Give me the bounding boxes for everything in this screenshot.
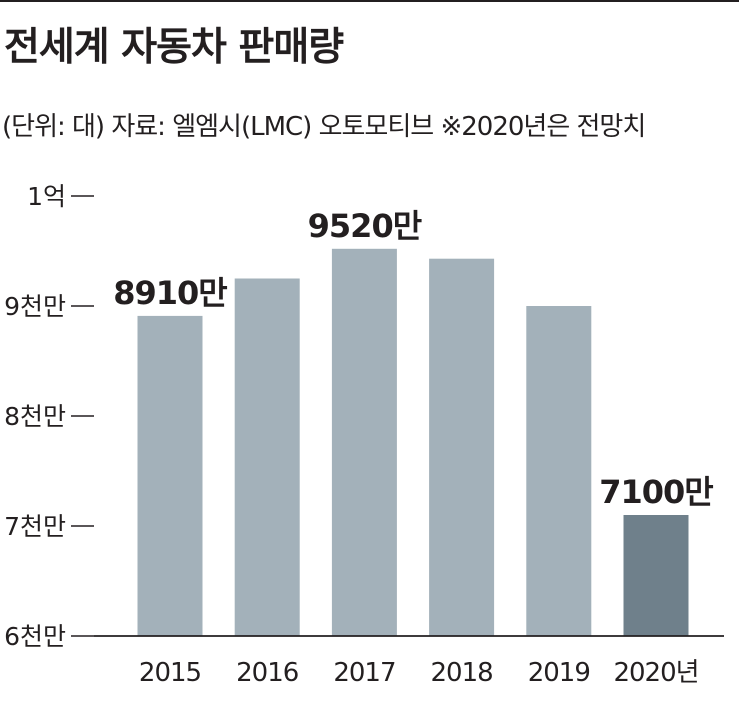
x-tick-label: 2015 — [139, 658, 201, 688]
x-tick-label: 2017 — [333, 658, 395, 688]
bar-2019 — [526, 306, 592, 636]
bar-2017 — [331, 248, 397, 637]
y-tick-label: 6천만 — [4, 622, 66, 651]
y-tick-label: 9천만 — [4, 292, 66, 321]
y-tick-label: 8천만 — [4, 402, 66, 431]
top-rule — [0, 0, 739, 2]
y-tick-label: 7천만 — [4, 512, 66, 541]
chart-subtitle: (단위: 대) 자료: 엘엠시(LMC) 오토모티브 ※2020년은 전망치 — [2, 112, 646, 142]
x-tick-label: 2016 — [236, 658, 298, 688]
x-tick-label: 2018 — [431, 658, 493, 688]
data-label: 9520만 — [308, 207, 422, 245]
x-tick-label: 2019 — [528, 658, 590, 688]
bars — [137, 248, 689, 637]
x-tick-label: 2020년 — [613, 658, 698, 688]
data-label: 8910만 — [113, 274, 227, 312]
data-label: 7100만 — [599, 473, 713, 511]
chart-title: 전세계 자동차 판매량 — [4, 25, 344, 70]
x-axis: 2015 2016 2017 2018 2019 2020년 — [139, 658, 700, 688]
data-labels: 8910만 9520만 7100만 — [113, 207, 714, 511]
bar-2015 — [137, 315, 203, 636]
bar-2020년 — [623, 515, 689, 636]
y-axis: 6천만 7천만 8천만 9천만 1억 — [4, 182, 94, 651]
bar-2018 — [429, 258, 495, 636]
y-tick-label: 1억 — [27, 182, 66, 211]
bar-2016 — [234, 278, 300, 636]
